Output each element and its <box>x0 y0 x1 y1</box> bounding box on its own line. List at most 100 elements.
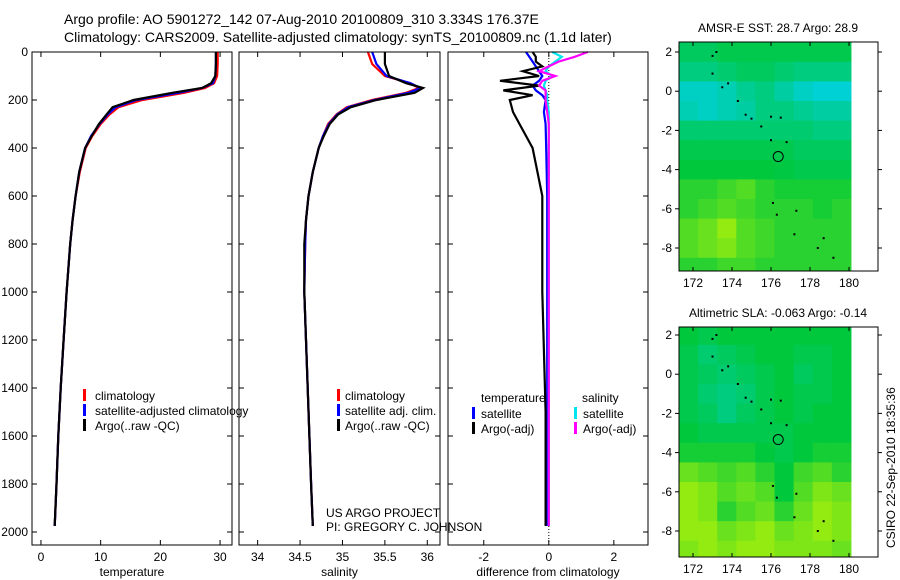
x-tick-label: 2 <box>611 550 618 564</box>
heatmap-cell <box>736 462 756 483</box>
x-tick-label: 178 <box>800 562 820 576</box>
heatmap-cell <box>698 540 718 558</box>
heatmap-cell <box>774 501 795 522</box>
heatmap-cell <box>793 120 814 141</box>
legend-header: salinity <box>582 391 619 405</box>
island-marker <box>711 72 714 75</box>
y-tick-label: -6 <box>661 202 672 216</box>
sla-map: Altimetric SLA: -0.063 Argo: -0.14 172 174… <box>661 306 882 576</box>
y-tick-label: 1200 <box>1 333 28 347</box>
map-title: AMSR-E SST: 28.7 Argo: 28.9 <box>698 21 858 35</box>
heatmap-cell <box>774 238 795 259</box>
heatmap-cell <box>755 120 776 141</box>
heatmap-cell <box>831 199 852 220</box>
credit-project: US ARGO PROJECT <box>326 506 441 520</box>
island-marker <box>795 492 798 495</box>
heatmap-cell <box>831 403 852 424</box>
legend-header: temperature <box>481 391 546 405</box>
x-tick-label: 0 <box>38 550 45 564</box>
series-line-temperature-1 <box>53 52 217 527</box>
island-marker <box>750 117 753 120</box>
heatmap-cell <box>698 364 718 385</box>
heatmap-cell <box>774 61 795 82</box>
heatmap-cell <box>774 423 795 444</box>
y-tick-label: -4 <box>661 446 672 460</box>
heatmap-cell <box>755 442 776 463</box>
heatmap-cell <box>793 540 814 558</box>
heatmap-cell <box>755 61 776 82</box>
island-marker <box>736 100 739 102</box>
heatmap-cell <box>793 159 814 180</box>
heatmap-cell <box>812 482 833 503</box>
heatmap-cell <box>698 442 718 463</box>
heatmap-cell <box>679 120 699 141</box>
heatmap-cell <box>774 540 795 558</box>
legend-label: satellite <box>481 407 522 421</box>
x-tick-label: 172 <box>683 562 703 576</box>
heatmap-cell <box>831 344 852 365</box>
heatmap-cell <box>717 61 737 82</box>
x-tick-label: 0 <box>545 550 552 564</box>
series-line-temperature-2 <box>53 52 217 527</box>
heatmap-cell <box>755 327 776 346</box>
heatmap-cell <box>793 344 814 365</box>
heatmap-cell <box>774 442 795 463</box>
heatmap-cell <box>717 462 737 483</box>
heatmap-cell <box>774 257 795 272</box>
heatmap-cell <box>736 482 756 503</box>
y-tick-label: -4 <box>661 163 672 177</box>
heatmap-cell <box>812 140 833 161</box>
heatmap-cell <box>755 101 776 122</box>
heatmap-cell <box>774 218 795 239</box>
heatmap-cell <box>774 344 795 365</box>
heatmap-cell <box>755 238 776 259</box>
island-marker <box>832 256 835 259</box>
heatmap-cell <box>755 403 776 424</box>
heatmap-cell <box>698 42 718 63</box>
heatmap-cell <box>793 364 814 385</box>
heatmap-cell <box>736 327 756 346</box>
heatmap-cell <box>755 501 776 522</box>
heatmap-cell <box>717 179 737 200</box>
heatmap-cell <box>812 179 833 200</box>
heatmap-cell <box>698 238 718 259</box>
heatmap-cell <box>698 140 718 161</box>
y-tick-label: 600 <box>8 189 28 203</box>
heatmap-cell <box>736 423 756 444</box>
heatmap-cell <box>755 384 776 405</box>
island-marker <box>721 86 724 89</box>
x-tick-label: 180 <box>839 562 859 576</box>
heatmap-cell <box>755 423 776 444</box>
heatmap-cell <box>679 101 699 122</box>
heatmap-cell <box>755 364 776 385</box>
heatmap-cell <box>793 462 814 483</box>
island-marker <box>779 399 782 402</box>
legend-label: satellite adj. clim. <box>345 404 436 418</box>
heatmap-cell <box>717 327 737 346</box>
heatmap-cell <box>736 442 756 463</box>
heatmap-cell <box>679 257 699 272</box>
island-marker <box>785 424 788 427</box>
heatmap-cell <box>812 364 833 385</box>
heatmap-cell <box>717 199 737 220</box>
y-tick-label: 0 <box>665 84 672 98</box>
legend-swatch <box>337 404 340 416</box>
y-tick-label: 1800 <box>1 477 28 491</box>
legend-label: satellite <box>583 407 624 421</box>
heatmap-cell <box>812 501 833 522</box>
heatmap-cell <box>793 403 814 424</box>
heatmap-cell <box>774 42 795 63</box>
heatmap-cell <box>679 327 699 346</box>
heatmap-cell <box>793 423 814 444</box>
x-tick-label: 36 <box>421 550 435 564</box>
series-line-salinity-2 <box>303 52 426 527</box>
heatmap-cell <box>698 199 718 220</box>
heatmap-cell <box>679 344 699 365</box>
island-marker <box>770 398 772 401</box>
map-title: Altimetric SLA: -0.063 Argo: -0.14 <box>689 306 867 320</box>
heatmap-cell <box>774 482 795 503</box>
heatmap-cell <box>717 540 737 558</box>
island-marker <box>715 51 718 53</box>
x-tick-label: -2 <box>478 550 489 564</box>
